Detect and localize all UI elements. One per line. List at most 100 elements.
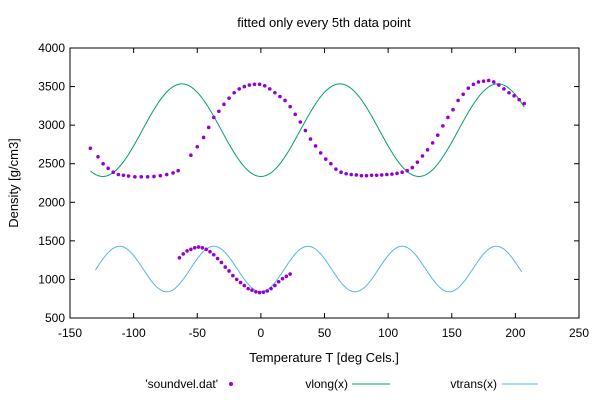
x-tick-label: -150 [58,326,82,340]
data-point [257,82,262,87]
data-point [466,86,471,90]
data-point [116,172,121,177]
data-point [164,172,169,177]
x-tick-label: -50 [189,326,207,340]
x-axis: -150 -100 -50 0 50 100 150 200 250 [58,48,589,340]
data-point [227,96,231,100]
data-point [280,276,285,281]
data-points [88,78,527,295]
data-point [395,171,399,176]
data-point [410,165,415,170]
data-point [329,161,333,166]
data-point [405,168,410,173]
legend-symbol-points [229,382,233,386]
data-point [208,249,212,254]
y-tick-label: 3500 [38,80,65,94]
data-point [211,252,216,257]
data-point [158,173,163,178]
data-point [491,80,496,84]
data-point [278,94,282,99]
x-tick-label: 250 [569,326,589,340]
data-point [265,289,270,293]
data-point [471,82,476,87]
y-tick-label: 2000 [38,195,65,209]
data-point [344,171,348,176]
data-point [318,151,323,155]
x-tick-label: 50 [318,326,332,340]
data-point [522,101,527,106]
data-point [195,144,200,149]
data-point [273,283,277,288]
data-point [133,175,137,179]
data-point [390,172,394,176]
data-point [242,84,247,89]
data-point [176,168,180,173]
data-point [379,173,384,177]
data-point [111,170,116,174]
chart-title: fitted only every 5th data point [237,15,411,30]
data-point [364,173,369,178]
x-tick-label: -100 [122,326,146,340]
data-point [269,286,273,291]
data-point [425,148,430,152]
y-tick-label: 3000 [38,118,65,132]
data-point [200,246,205,250]
data-point [349,172,354,177]
data-point [217,109,221,114]
data-point [177,256,182,260]
data-point [512,94,516,98]
data-point [374,173,379,178]
data-point [507,90,511,95]
x-axis-title: Temperature T [deg Cels.] [249,350,399,365]
data-point [435,133,440,137]
data-point [441,124,445,128]
data-point [126,174,131,178]
data-point [283,98,287,103]
data-point [288,104,292,109]
data-point [196,245,201,249]
x-tick-label: 200 [505,326,525,340]
x-tick-label: 100 [378,326,398,340]
data-point [476,80,481,84]
data-point [152,174,156,179]
y-tick-label: 500 [45,311,65,325]
data-point [262,84,267,88]
data-point [96,154,100,159]
y-tick-label: 1000 [38,272,65,286]
fit-curves [90,83,525,293]
data-point [206,125,211,130]
fit-line-vlongx [90,83,525,177]
data-point [181,252,186,256]
data-point [101,161,105,166]
data-point [276,279,281,284]
data-point [227,269,231,273]
x-tick-label: 0 [258,326,265,340]
data-point [323,157,328,161]
data-point [497,83,501,87]
data-point [359,173,364,178]
legend: 'soundvel.dat' vlong(x) vtrans(x) [145,377,538,391]
data-point [267,87,272,91]
data-point [293,112,298,117]
y-tick-label: 1500 [38,234,65,248]
data-point [242,283,247,288]
data-point [232,90,236,95]
data-point [223,265,228,269]
data-point [121,173,126,178]
data-point [313,144,318,148]
data-point [192,246,197,250]
data-point [334,167,338,171]
y-tick-label: 4000 [38,41,65,55]
data-point [234,277,239,282]
data-point [298,120,303,124]
data-point [257,290,262,295]
data-point [385,172,389,177]
data-point [502,87,506,91]
data-point [204,247,208,252]
data-point [369,173,374,178]
y-tick-label: 2500 [38,157,65,171]
data-point [451,107,455,112]
data-point [189,153,193,158]
y-axis-title: Density [g/cm3] [6,138,21,228]
